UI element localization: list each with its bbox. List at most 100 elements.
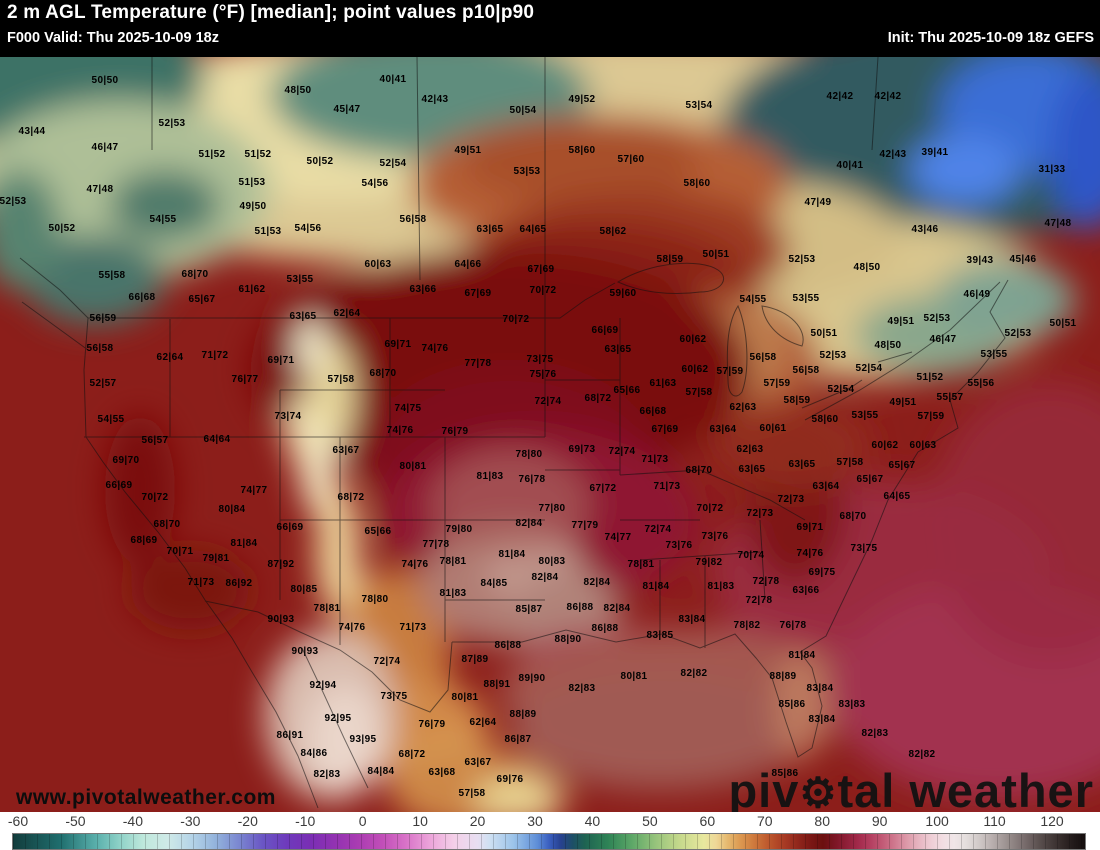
point-value: 46|49 xyxy=(963,289,991,300)
point-value: 76|78 xyxy=(518,474,546,485)
point-value: 43|44 xyxy=(18,126,46,137)
point-value: 77|80 xyxy=(538,503,566,514)
point-value: 54|55 xyxy=(149,214,177,225)
point-value: 74|77 xyxy=(240,485,268,496)
point-value: 50|51 xyxy=(702,249,730,260)
point-value: 76|77 xyxy=(231,374,259,385)
colorbar-tick-label: 120 xyxy=(1040,813,1064,829)
point-value: 66|69 xyxy=(276,522,304,533)
point-value: 47|48 xyxy=(86,184,114,195)
point-value: 71|73 xyxy=(399,622,427,633)
point-value: 46|47 xyxy=(91,142,119,153)
point-value: 85|86 xyxy=(771,768,799,779)
point-value: 82|82 xyxy=(908,749,936,760)
point-value: 93|95 xyxy=(349,734,377,745)
point-value: 80|81 xyxy=(451,692,479,703)
point-value: 86|92 xyxy=(225,578,253,589)
point-value: 86|88 xyxy=(494,640,522,651)
colorbar-tick-label: -10 xyxy=(295,813,316,829)
point-value: 49|51 xyxy=(454,145,482,156)
point-value: 78|81 xyxy=(439,556,467,567)
point-value: 56|58 xyxy=(86,343,114,354)
point-value: 83|85 xyxy=(646,630,674,641)
point-value: 56|58 xyxy=(749,352,777,363)
point-value: 70|72 xyxy=(696,503,724,514)
point-value: 55|58 xyxy=(98,270,126,281)
point-value: 82|84 xyxy=(603,603,631,614)
point-value: 69|75 xyxy=(808,567,836,578)
point-value: 73|76 xyxy=(665,540,693,551)
point-value: 73|75 xyxy=(380,691,408,702)
point-value: 87|92 xyxy=(267,559,295,570)
point-value: 74|77 xyxy=(604,532,632,543)
point-value: 64|64 xyxy=(203,434,231,445)
point-value: 52|53 xyxy=(819,350,847,361)
point-value: 48|50 xyxy=(853,262,881,273)
point-value: 72|78 xyxy=(752,576,780,587)
point-value: 74|76 xyxy=(386,425,414,436)
colorbar-tick-label: 10 xyxy=(412,813,428,829)
point-value: 82|84 xyxy=(583,577,611,588)
point-value: 73|75 xyxy=(850,543,878,554)
point-value: 68|70 xyxy=(153,519,181,530)
point-value: 68|70 xyxy=(685,465,713,476)
temperature-map[interactable]: 50|50 40|41 42|43 49|52 53|54 42|42 42|42 43|44… xyxy=(0,57,1100,812)
point-value: 45|47 xyxy=(333,104,361,115)
point-value: 88|90 xyxy=(554,634,582,645)
point-value: 74|75 xyxy=(394,403,422,414)
point-value: 53|55 xyxy=(286,274,314,285)
colorbar-tick-label: 90 xyxy=(871,813,888,829)
point-value: 63|66 xyxy=(792,585,820,596)
point-value: 63|65 xyxy=(738,464,766,475)
point-value: 72|74 xyxy=(373,656,401,667)
colorbar-tick-label: -30 xyxy=(180,813,201,829)
point-value: 72|73 xyxy=(746,508,774,519)
colorbar: -60 -50 -40 -30 -20 -10 0 10 20 30 40 50 60 70 80 90 100… xyxy=(0,812,1100,850)
point-value: 39|41 xyxy=(921,147,949,158)
point-value: 78|80 xyxy=(515,449,543,460)
point-value: 87|89 xyxy=(461,654,489,665)
brand-text-pre: piv xyxy=(728,764,800,812)
point-value: 68|72 xyxy=(337,492,365,503)
point-value: 62|64 xyxy=(333,308,361,319)
point-value: 68|72 xyxy=(398,749,426,760)
point-value: 49|52 xyxy=(568,94,596,105)
point-value: 65|67 xyxy=(888,460,916,471)
point-value: 83|84 xyxy=(806,683,834,694)
point-value: 58|60 xyxy=(568,145,596,156)
point-value: 81|83 xyxy=(707,581,735,592)
point-value: 77|78 xyxy=(464,358,492,369)
colorbar-tick-label: 50 xyxy=(642,813,658,829)
point-value: 64|65 xyxy=(519,224,547,235)
point-value: 63|68 xyxy=(428,767,456,778)
point-value: 40|41 xyxy=(379,74,407,85)
point-value: 54|55 xyxy=(97,414,125,425)
point-value: 57|60 xyxy=(617,154,645,165)
point-value: 73|74 xyxy=(274,411,302,422)
point-value: 64|66 xyxy=(454,259,482,270)
point-value: 58|60 xyxy=(811,414,839,425)
point-value: 86|88 xyxy=(591,623,619,634)
point-value: 61|62 xyxy=(238,284,266,295)
point-value: 76|79 xyxy=(441,426,469,437)
point-value: 68|69 xyxy=(130,535,158,546)
point-value: 77|79 xyxy=(571,520,599,531)
point-value: 48|50 xyxy=(874,340,902,351)
point-value: 51|53 xyxy=(254,226,282,237)
point-value: 65|67 xyxy=(856,474,884,485)
point-value: 60|62 xyxy=(679,334,707,345)
point-value: 54|55 xyxy=(739,294,767,305)
point-value: 81|84 xyxy=(788,650,816,661)
point-value: 63|65 xyxy=(788,459,816,470)
point-value: 57|58 xyxy=(458,788,486,799)
point-value: 69|71 xyxy=(796,522,824,533)
point-value: 71|73 xyxy=(641,454,669,465)
point-value: 52|53 xyxy=(788,254,816,265)
point-value: 63|67 xyxy=(332,445,360,456)
point-value: 88|89 xyxy=(509,709,537,720)
point-value: 67|69 xyxy=(527,264,555,275)
point-value: 42|43 xyxy=(421,94,449,105)
point-value: 50|51 xyxy=(810,328,838,339)
point-value: 65|67 xyxy=(188,294,216,305)
point-value: 82|83 xyxy=(313,769,341,780)
